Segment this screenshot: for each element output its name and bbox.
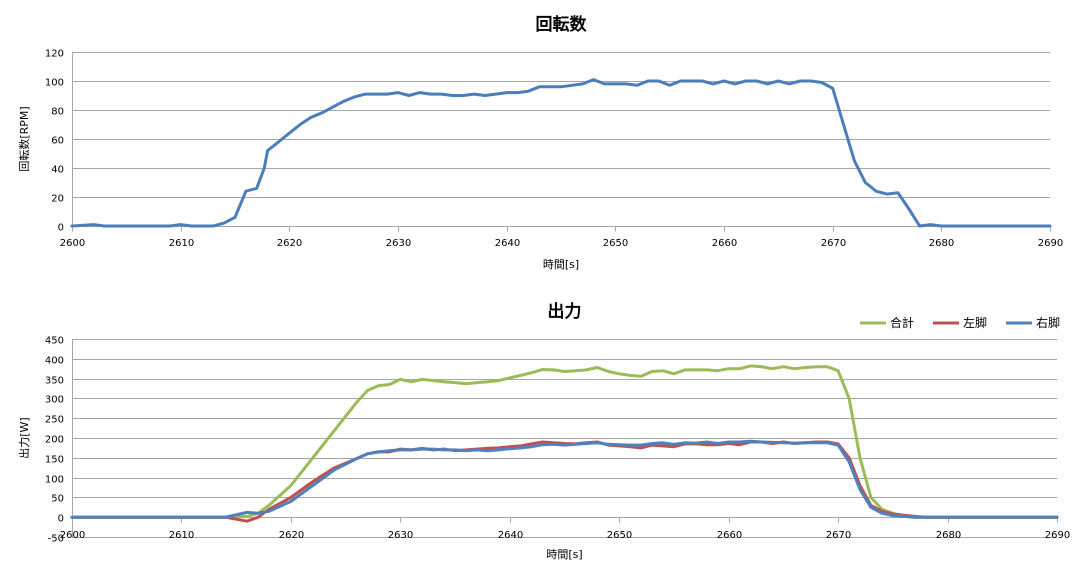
power-x-tick-label: 2640 xyxy=(498,530,523,541)
rpm-y-axis-label: 回転数[RPM] xyxy=(18,106,31,171)
power-series-line-左脚 xyxy=(70,440,1059,523)
rpm-y-tick-label: 20 xyxy=(51,194,64,205)
rpm-y-tick-label: 80 xyxy=(51,107,64,118)
rpm-x-axis-label: 時間[s] xyxy=(543,258,579,271)
rpm-x-tick-label: 2630 xyxy=(386,238,411,249)
rpm-series-line-0 xyxy=(70,78,1052,228)
rpm-x-tick-label: 2640 xyxy=(495,238,520,249)
rpm-y-tick-label: 120 xyxy=(45,49,64,60)
rpm-x-tick-label: 2610 xyxy=(169,238,194,249)
power-chart-title: 出力 xyxy=(548,301,582,322)
power-y-tick-label: 150 xyxy=(45,455,64,466)
rpm-x-tick-label: 2670 xyxy=(821,238,846,249)
power-y-tick-label: 400 xyxy=(45,356,64,367)
power-y-tick-label: 300 xyxy=(45,395,64,406)
power-y-tick-label: 250 xyxy=(45,415,64,426)
rpm-x-tick-label: 2620 xyxy=(277,238,302,249)
power-x-tick-label: 2660 xyxy=(717,530,742,541)
rpm-chart-title: 回転数 xyxy=(536,14,588,35)
rpm-x-tick-label: 2660 xyxy=(712,238,737,249)
rpm-x-tick-label: 2650 xyxy=(603,238,628,249)
power-x-tick-label: 2680 xyxy=(936,530,961,541)
power-x-axis-label: 時間[s] xyxy=(546,548,582,561)
power-y-tick-label: 50 xyxy=(51,494,64,505)
power-y-tick-label: 450 xyxy=(45,336,64,347)
power-y-tick-label: 100 xyxy=(45,475,64,486)
power-x-tick-label: 2690 xyxy=(1045,530,1070,541)
rpm-x-tick-label: 2600 xyxy=(60,238,85,249)
power-y-tick-label: 200 xyxy=(45,435,64,446)
rpm-x-tick-label: 2680 xyxy=(929,238,954,249)
rpm-y-tick-label: 60 xyxy=(51,136,64,147)
power-x-tick-label: 2600 xyxy=(60,530,85,541)
legend-label-左脚: 左脚 xyxy=(963,315,987,330)
legend-label-右脚: 右脚 xyxy=(1036,315,1060,330)
power-series-line-右脚 xyxy=(70,439,1059,519)
rpm-y-tick-label: 40 xyxy=(51,165,64,176)
legend-label-合計: 合計 xyxy=(890,315,914,330)
rpm-x-tick-label: 2690 xyxy=(1038,238,1063,249)
rpm-y-tick-label: 100 xyxy=(45,78,64,89)
power-y-axis-label: 出力[W] xyxy=(17,417,31,458)
power-y-tick-label: 350 xyxy=(45,376,64,387)
power-x-tick-label: 2650 xyxy=(607,530,632,541)
power-x-tick-label: 2630 xyxy=(388,530,413,541)
power-x-tick-label: 2610 xyxy=(169,530,194,541)
rpm-y-tick-label: 0 xyxy=(58,223,64,234)
power-y-tick-label: 0 xyxy=(58,514,64,525)
power-series-line-合計 xyxy=(70,364,1059,519)
power-x-tick-label: 2620 xyxy=(279,530,304,541)
power-x-tick-label: 2670 xyxy=(826,530,851,541)
power-y-tick-label: -50 xyxy=(48,534,64,545)
